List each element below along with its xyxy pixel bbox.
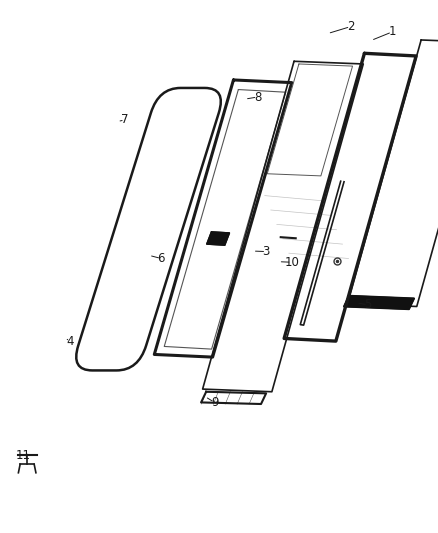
Text: 5: 5 <box>364 298 371 311</box>
Text: 3: 3 <box>263 245 270 258</box>
Polygon shape <box>344 296 414 309</box>
Polygon shape <box>207 232 230 245</box>
Text: 8: 8 <box>254 91 261 103</box>
Text: 10: 10 <box>284 256 299 269</box>
Text: 6: 6 <box>157 252 165 265</box>
Text: 7: 7 <box>121 114 129 126</box>
Text: 9: 9 <box>211 396 219 409</box>
Text: 11: 11 <box>15 449 30 462</box>
Text: 4: 4 <box>66 335 74 348</box>
Text: 1: 1 <box>388 26 396 38</box>
Text: 2: 2 <box>346 20 354 33</box>
